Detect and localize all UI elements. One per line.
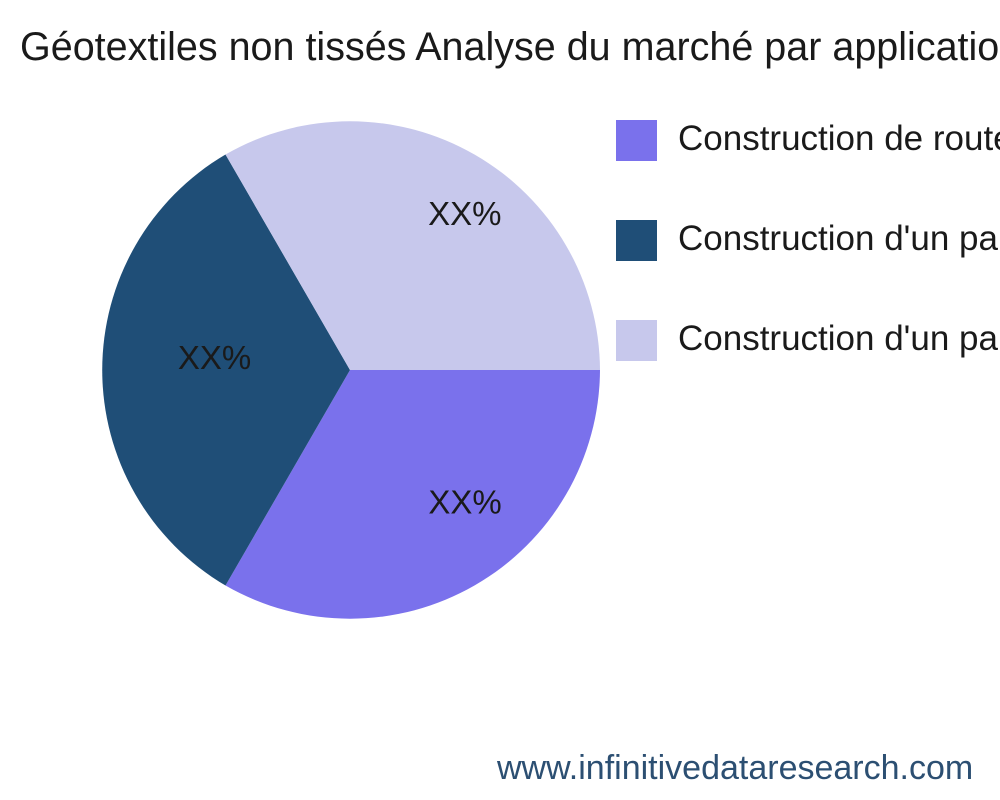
svg-text:XX%: XX% (178, 339, 251, 376)
svg-text:XX%: XX% (428, 195, 501, 232)
svg-text:XX%: XX% (428, 484, 501, 521)
